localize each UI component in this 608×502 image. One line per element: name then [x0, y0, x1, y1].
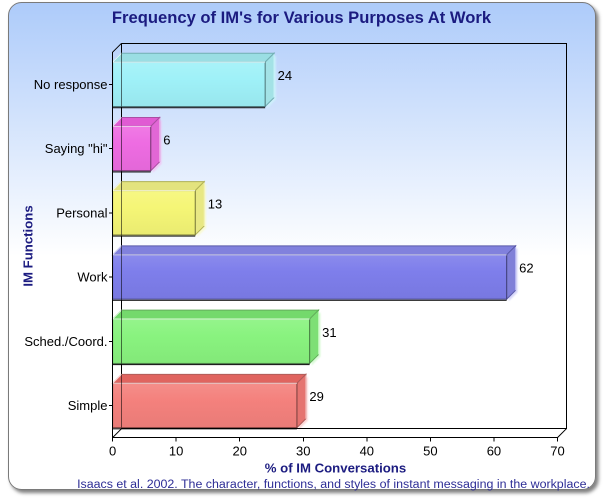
svg-text:Isaacs et al. 2002. The charac: Isaacs et al. 2002. The character, funct… — [77, 477, 590, 491]
svg-text:Simple: Simple — [68, 398, 108, 413]
svg-text:Sched./Coord.: Sched./Coord. — [24, 334, 107, 349]
svg-text:10: 10 — [169, 444, 183, 459]
svg-text:Personal: Personal — [56, 205, 107, 220]
svg-text:60: 60 — [487, 444, 501, 459]
svg-text:Frequency of IM's for Various: Frequency of IM's for Various Purposes A… — [112, 8, 492, 27]
svg-text:% of IM Conversations: % of IM Conversations — [265, 461, 406, 476]
svg-text:40: 40 — [360, 444, 374, 459]
svg-text:0: 0 — [109, 444, 116, 459]
svg-text:6: 6 — [163, 132, 170, 147]
svg-text:IM Functions: IM Functions — [20, 205, 35, 286]
svg-text:20: 20 — [232, 444, 246, 459]
svg-text:Work: Work — [77, 270, 108, 285]
svg-text:Saying "hi": Saying "hi" — [45, 141, 108, 156]
svg-text:No response: No response — [34, 77, 108, 92]
svg-text:29: 29 — [309, 389, 323, 404]
svg-text:70: 70 — [550, 444, 564, 459]
svg-text:30: 30 — [296, 444, 310, 459]
svg-text:13: 13 — [208, 196, 222, 211]
svg-text:31: 31 — [322, 325, 336, 340]
svg-text:62: 62 — [519, 261, 533, 276]
svg-text:24: 24 — [278, 68, 292, 83]
svg-text:50: 50 — [423, 444, 437, 459]
